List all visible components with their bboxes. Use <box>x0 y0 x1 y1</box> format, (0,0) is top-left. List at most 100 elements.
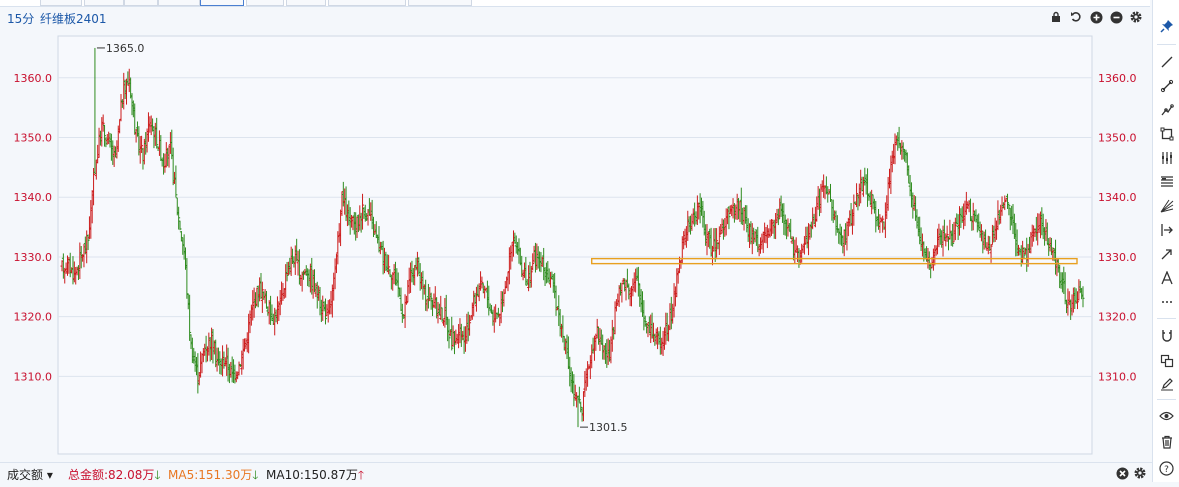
undo-icon[interactable] <box>1068 9 1084 25</box>
y-tick-label-right: 1360.0 <box>1098 72 1137 85</box>
ohlc-bar <box>989 244 993 263</box>
pin-icon[interactable] <box>1158 17 1175 34</box>
ma5-text: MA5:151.30万 <box>168 468 253 482</box>
zoom-in-icon[interactable] <box>1088 9 1104 25</box>
gear-icon[interactable] <box>1132 465 1148 481</box>
tab[interactable] <box>286 0 326 6</box>
ohlc-bar <box>396 272 400 298</box>
lock-icon[interactable] <box>1048 9 1064 25</box>
fan-tool-icon[interactable] <box>1158 197 1175 214</box>
y-tick-label-left: 1320.0 <box>14 311 53 324</box>
divider <box>1157 318 1176 319</box>
ohlc-bar <box>727 206 731 230</box>
y-tick-label-right: 1320.0 <box>1098 311 1137 324</box>
more-tools-icon[interactable] <box>1158 293 1175 310</box>
total-amount: 总金额:82.08万🡓 <box>68 466 161 487</box>
indicator-label: 成交额 <box>7 468 44 482</box>
ohlc-bar <box>577 386 581 403</box>
segment-tool-icon[interactable] <box>1158 77 1175 94</box>
zoom-out-icon[interactable] <box>1108 9 1124 25</box>
edit-icon[interactable] <box>1158 375 1175 392</box>
ohlc-bar <box>103 124 107 147</box>
magnet-icon[interactable] <box>1158 327 1175 344</box>
symbol-label: 纤维板2401 <box>40 12 107 26</box>
rectangle-tool-icon[interactable] <box>1158 125 1175 142</box>
help-icon[interactable]: ? <box>1158 460 1175 477</box>
gear-icon[interactable] <box>1128 9 1144 25</box>
text-tool-icon[interactable] <box>1158 269 1175 286</box>
ohlc-bar <box>285 261 289 282</box>
overlay-layer: 1365.0 1301.5 <box>96 42 1078 434</box>
tab[interactable] <box>246 0 284 6</box>
chart-area[interactable]: 1365.0 1301.5 1310.0 1310.0 1320.0 1320.0 133… <box>0 28 1150 460</box>
indicator-bar: 成交额 ▾ 总金额:82.08万🡓 MA5:151.30万🡓 MA10:150.… <box>0 462 1152 483</box>
low-annotation: 1301.5 <box>589 421 628 434</box>
ohlc-bar <box>717 226 721 255</box>
y-tick-label-left: 1350.0 <box>14 132 53 145</box>
up-arrow-icon: 🡑 <box>357 468 365 482</box>
y-tick-label-left: 1330.0 <box>14 251 53 264</box>
ohlc-bar <box>361 193 365 230</box>
ohlc-bar <box>776 208 780 226</box>
ohlc-bar <box>595 318 599 339</box>
eye-icon[interactable] <box>1158 407 1175 424</box>
ohlc-bar <box>178 220 182 231</box>
y-tick-label-right: 1330.0 <box>1098 251 1137 264</box>
tab[interactable] <box>124 0 158 6</box>
indicator-select[interactable]: 成交额 ▾ <box>7 468 53 482</box>
y-tick-label-right: 1340.0 <box>1098 191 1137 204</box>
tab[interactable] <box>84 0 124 6</box>
ohlc-bar <box>450 316 454 351</box>
close-icon[interactable] <box>1114 465 1130 481</box>
tab-active[interactable] <box>200 0 244 6</box>
timeframe-label[interactable]: 15分 <box>7 12 35 26</box>
tab[interactable] <box>40 0 82 6</box>
tab[interactable] <box>408 0 472 6</box>
ohlc-bar <box>855 183 859 208</box>
drawing-toolbar: ? <box>1152 0 1179 482</box>
ohlc-bar <box>480 276 484 289</box>
y-tick-label-right: 1350.0 <box>1098 132 1137 145</box>
polyline-tool-icon[interactable] <box>1158 101 1175 118</box>
ohlc-bar <box>323 298 327 325</box>
total-value: 总金额:82.08万 <box>68 468 155 482</box>
y-tick-label-left: 1310.0 <box>14 370 53 383</box>
support-line <box>591 257 1078 265</box>
plot-area <box>57 35 1093 455</box>
down-arrow-icon: 🡓 <box>252 468 259 482</box>
candlestick-chart[interactable]: 1365.0 1301.5 1310.0 1310.0 1320.0 1320.0 133… <box>0 28 1150 460</box>
measure-tool-icon[interactable] <box>1158 221 1175 238</box>
ohlc-bar <box>881 215 885 233</box>
line-tool-icon[interactable] <box>1158 53 1175 70</box>
ohlc-bar <box>140 135 144 154</box>
ohlc-bar <box>468 314 472 336</box>
high-annotation: 1365.0 <box>106 42 145 55</box>
fibonacci-tool-icon[interactable] <box>1158 173 1175 190</box>
parallel-lines-icon[interactable] <box>1158 149 1175 166</box>
ohlc-bar <box>260 281 264 313</box>
ohlc-bar <box>524 256 528 286</box>
ohlc-bar <box>1003 195 1007 211</box>
arrow-tool-icon[interactable] <box>1158 245 1175 262</box>
y-tick-label-left: 1340.0 <box>14 191 53 204</box>
ohlc-bar <box>174 165 178 198</box>
ma5-value: MA5:151.30万🡓 <box>168 466 258 487</box>
grid-layer <box>58 77 1092 377</box>
ohlc-bar <box>387 254 391 275</box>
ohlc-bar <box>86 234 90 251</box>
trash-icon[interactable] <box>1158 433 1175 450</box>
ohlc-bar <box>1006 193 1010 209</box>
down-arrow-icon: 🡓 <box>154 468 161 482</box>
tab-strip <box>0 0 1150 7</box>
clone-icon[interactable] <box>1158 352 1175 369</box>
ohlc-bar <box>101 114 105 132</box>
ma10-text: MA10:150.87万 <box>266 468 358 482</box>
tab[interactable] <box>328 0 406 6</box>
ohlc-bar <box>92 167 96 206</box>
header-toolbar <box>1048 9 1144 25</box>
tab[interactable] <box>158 0 200 6</box>
ma10-value: MA10:150.87万🡑 <box>266 466 364 487</box>
axis-layer: 1310.0 1310.0 1320.0 1320.0 1330.0 1330.0 1340… <box>14 72 1137 384</box>
ohlc-bar <box>1081 286 1085 308</box>
ohlc-bar <box>1017 244 1021 256</box>
